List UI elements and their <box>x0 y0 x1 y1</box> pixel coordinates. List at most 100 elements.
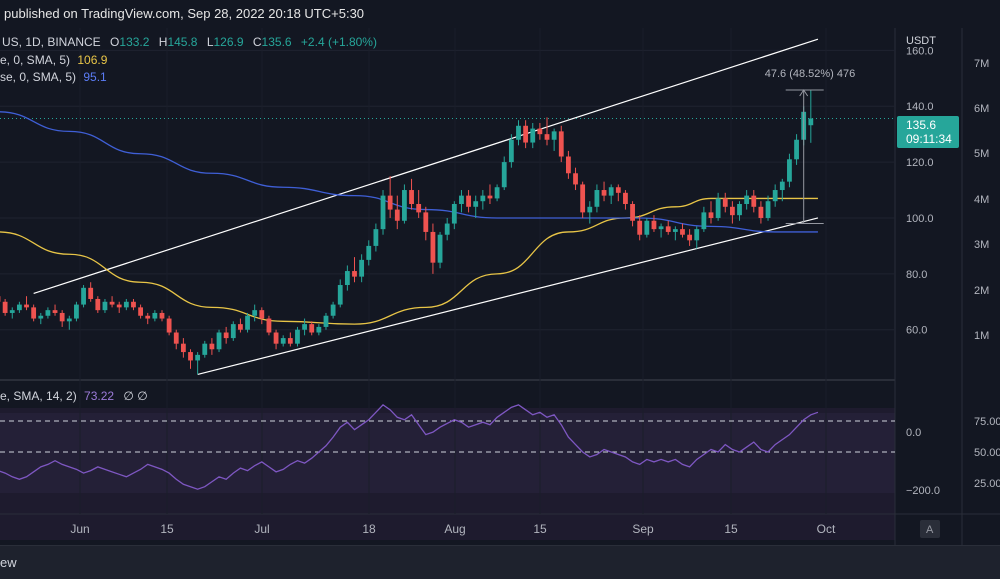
legend-c-value: 135.6 <box>262 35 292 49</box>
candle-body <box>188 352 193 360</box>
candle[interactable] <box>231 321 236 341</box>
candle-body <box>737 204 742 215</box>
candle-body <box>744 196 749 204</box>
time-tick-label: 18 <box>362 522 376 536</box>
candle-body <box>580 184 585 212</box>
published-header: published on TradingView.com, Sep 28, 20… <box>0 0 1000 29</box>
candle-body <box>701 212 706 229</box>
rsi-tick-label: 50.00 <box>974 447 1000 459</box>
published-text: published on TradingView.com, Sep 28, 20… <box>0 6 364 21</box>
candle-body <box>124 302 129 308</box>
candle-body <box>680 229 685 235</box>
candle-body <box>409 190 414 204</box>
candle-body <box>224 333 229 339</box>
candle-body <box>302 324 307 330</box>
candle[interactable] <box>402 184 407 223</box>
candle-body <box>331 305 336 316</box>
legend-ma1[interactable]: e, 0, SMA, 5) 106.9 <box>0 53 108 67</box>
candle-body <box>345 271 350 285</box>
candle-body <box>416 204 421 212</box>
candle-body <box>138 307 143 315</box>
candle[interactable] <box>644 218 649 238</box>
candle[interactable] <box>381 190 386 235</box>
candle[interactable] <box>217 330 222 352</box>
candle-body <box>38 316 43 319</box>
price-tick-label: 80.0 <box>906 269 927 281</box>
candle-body <box>281 338 286 344</box>
candle-body <box>530 129 535 143</box>
candle-body <box>694 229 699 240</box>
candle-body <box>537 129 542 135</box>
measure-label: 47.6 (48.52%) 476 <box>765 68 856 80</box>
candle-body <box>324 316 329 327</box>
rsi-band <box>0 413 895 493</box>
candle-body <box>623 193 628 204</box>
candle-body <box>295 330 300 344</box>
currency-label: USDT <box>906 35 936 47</box>
candle-body <box>388 196 393 210</box>
time-tick-label: Jul <box>254 522 269 536</box>
candle-body <box>95 299 100 310</box>
volume-tick-label: 1M <box>974 330 989 342</box>
legend-o-value: 133.2 <box>119 35 149 49</box>
candle-body <box>259 310 264 318</box>
candle-body <box>309 324 314 332</box>
candle-body <box>808 119 813 126</box>
candle-body <box>88 288 93 299</box>
volume-tick-label: 6M <box>974 103 989 115</box>
price-tick-label: 160.0 <box>906 45 934 57</box>
candle-body <box>117 305 122 308</box>
legend-row-1[interactable]: US, 1D, BINANCE O133.2 H145.8 L126.9 C13… <box>2 35 377 49</box>
candle-body <box>152 313 157 319</box>
candle-body <box>466 196 471 207</box>
candle[interactable] <box>81 285 86 307</box>
legend-o-label: O <box>110 35 119 49</box>
candle-body <box>709 212 714 218</box>
candle-body <box>217 333 222 350</box>
candle-body <box>395 210 400 221</box>
candle-body <box>523 126 528 143</box>
candle-body <box>160 313 165 319</box>
rsi-legend[interactable]: e, SMA, 14, 2) 73.22 ∅ ∅ <box>0 389 148 403</box>
candle-body <box>723 198 728 206</box>
candle-body <box>366 246 371 260</box>
candle-body <box>509 140 514 162</box>
volume-tick-label: 2M <box>974 285 989 297</box>
candle-body <box>780 182 785 190</box>
candle[interactable] <box>167 316 172 336</box>
candle-body <box>24 305 29 308</box>
candle-body <box>373 229 378 246</box>
candle-body <box>81 288 86 305</box>
candle-body <box>74 305 79 319</box>
legend-change: +2.4 (+1.80%) <box>301 35 377 49</box>
price-chart[interactable]: 160.0140.0120.0100.080.060.07M6M5M4M3M2M… <box>0 28 1000 545</box>
candle-body <box>202 344 207 355</box>
candle[interactable] <box>267 316 272 336</box>
candle-body <box>338 285 343 305</box>
time-tick-label: Jun <box>70 522 89 536</box>
candle[interactable] <box>245 313 250 333</box>
candle-body <box>17 305 22 311</box>
candle[interactable] <box>295 327 300 347</box>
rsi-inner-tick-label: 0.0 <box>906 427 921 439</box>
candle-body <box>637 221 642 235</box>
candle-body <box>67 319 72 322</box>
footer-label[interactable]: ew <box>0 555 17 570</box>
candle-body <box>245 316 250 330</box>
last-price: 135.6 <box>906 118 936 132</box>
candle-body <box>431 232 436 263</box>
time-tick-label: Oct <box>817 522 836 536</box>
candle-body <box>31 307 36 318</box>
candle-body <box>46 310 51 316</box>
legend-ma2-label: se, 0, SMA, 5) <box>0 70 76 84</box>
candle[interactable] <box>74 302 79 322</box>
volume-tick-label: 7M <box>974 58 989 70</box>
candle-body <box>438 235 443 263</box>
candle-body <box>316 327 321 333</box>
rsi-legend-label: e, SMA, 14, 2) <box>0 389 77 403</box>
candle-body <box>131 302 136 308</box>
price-tick-label: 100.0 <box>906 213 934 225</box>
candle-body <box>53 310 58 313</box>
legend-ma2[interactable]: se, 0, SMA, 5) 95.1 <box>0 70 107 84</box>
candle-body <box>174 333 179 344</box>
